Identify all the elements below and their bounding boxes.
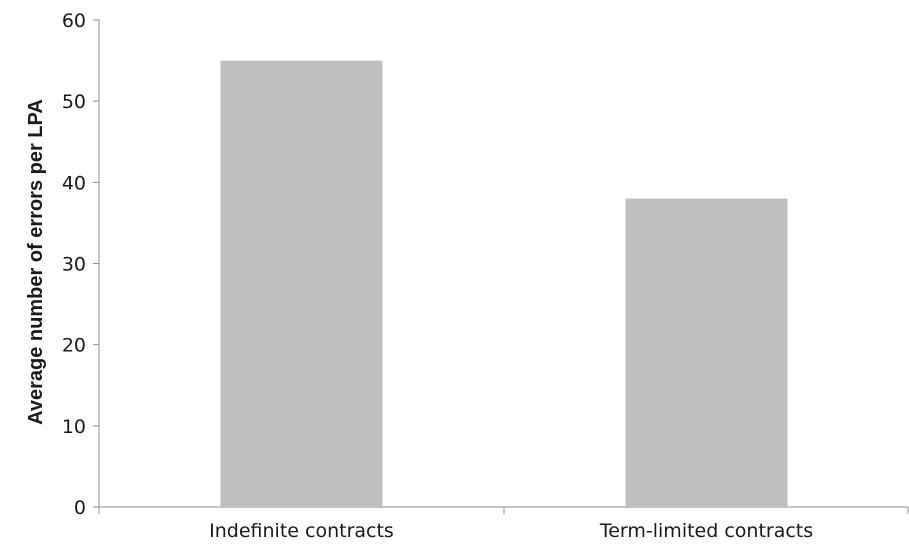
y-tick-label: 0 [74,497,86,519]
y-tick-label: 30 [62,254,86,276]
x-category-label: Term-limited contracts [599,520,813,542]
x-category-label: Indefinite contracts [209,520,394,542]
y-axis-title: Average number of errors per LPA [25,99,47,425]
y-tick-label: 60 [62,10,86,32]
y-tick-label: 10 [62,416,86,438]
x-axis: Indefinite contracts Term-limited contrac… [98,506,909,542]
y-tick-label: 20 [62,335,86,357]
bar-term-limited-contracts [625,198,788,508]
y-tick-label: 40 [62,172,86,194]
bars [220,60,788,508]
y-tick-label: 50 [62,91,86,113]
y-axis: 0 10 20 30 40 50 60 [62,10,100,519]
bar-indefinite-contracts [220,60,383,507]
